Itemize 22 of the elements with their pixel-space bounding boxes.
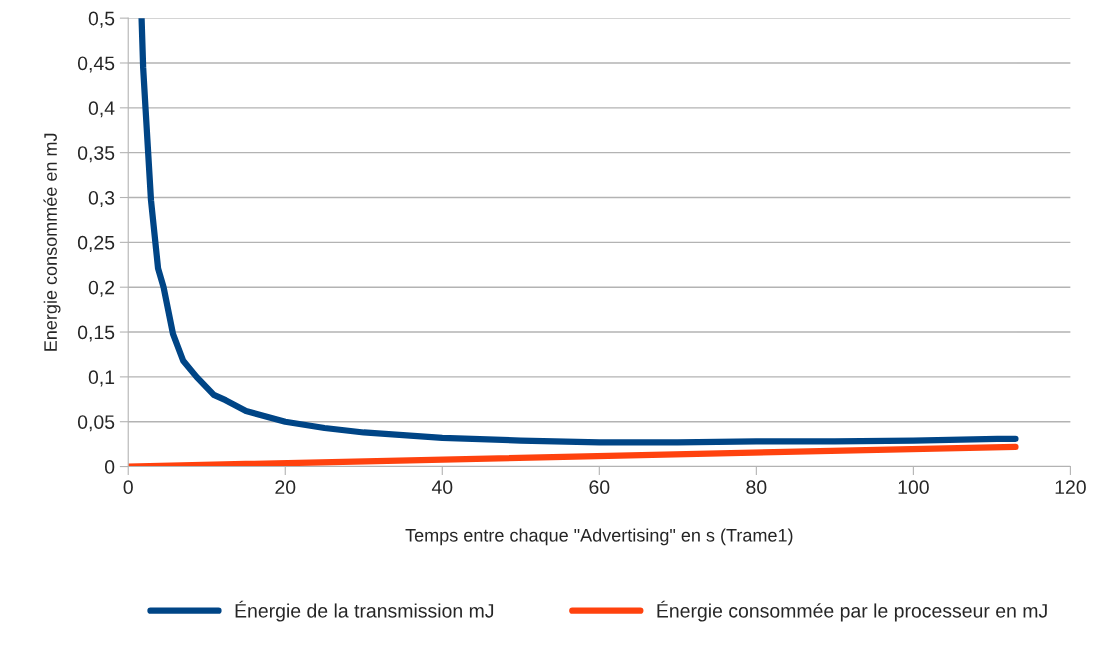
y-tick-label: 0,05 bbox=[77, 415, 115, 432]
legend-label: Énergie de la transmission mJ bbox=[235, 600, 494, 622]
y-tick-label: 0,45 bbox=[77, 56, 115, 73]
x-tick-label: 0 bbox=[123, 480, 133, 495]
y-tick-label: 0,15 bbox=[77, 325, 115, 342]
x-tick-label: 120 bbox=[1055, 480, 1086, 495]
y-tick-label: 0,2 bbox=[88, 280, 115, 297]
y-tick-label: 0,5 bbox=[88, 11, 115, 28]
x-tick-label: 80 bbox=[746, 480, 767, 495]
x-tick-label: 60 bbox=[589, 480, 610, 495]
y-tick-label: 0,25 bbox=[77, 235, 115, 252]
x-tick-label: 20 bbox=[275, 480, 296, 495]
x-tick-label: 40 bbox=[431, 480, 453, 495]
y-tick-label: 0 bbox=[104, 460, 115, 474]
y-tick-label: 0,4 bbox=[88, 101, 115, 118]
x-axis-title: Temps entre chaque "Advertising" en s (Trame1) bbox=[405, 528, 793, 546]
y-tick-label: 0,35 bbox=[77, 146, 115, 163]
x-tick-label: 100 bbox=[898, 480, 929, 495]
y-axis-title: Energie consommée en mJ bbox=[43, 133, 61, 351]
y-tick-label: 0,1 bbox=[88, 370, 115, 387]
legend-label: Énergie consommée par le processeur en mJ bbox=[657, 600, 1047, 622]
y-tick-label: 0,3 bbox=[88, 190, 115, 208]
